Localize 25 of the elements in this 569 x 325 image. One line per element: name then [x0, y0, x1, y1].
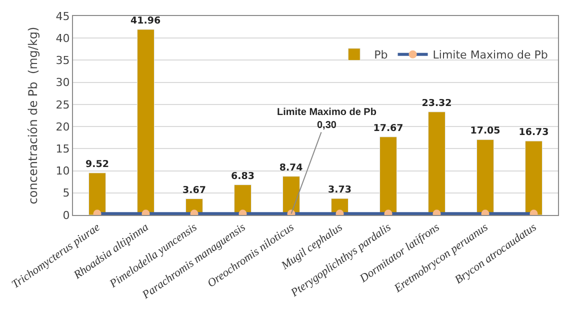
y-tick-label: 20	[56, 120, 70, 134]
y-axis-title: concentración de Pb (mg/kg)	[26, 26, 40, 204]
y-tick-label: 10	[56, 164, 70, 178]
data-label: 23.32	[422, 98, 452, 109]
bar	[88, 172, 106, 215]
data-label: 16.73	[518, 127, 549, 138]
y-tick-label: 0	[62, 208, 70, 222]
data-label: 8.74	[279, 162, 304, 174]
legend-label: Pb	[374, 48, 388, 62]
data-label: 3.73	[328, 184, 352, 196]
data-label: 3.67	[182, 184, 206, 196]
y-tick-label: 5	[62, 186, 70, 200]
y-tick-label: 35	[56, 54, 70, 68]
data-label: 6.83	[231, 170, 254, 182]
data-label: 41.96	[130, 15, 161, 26]
y-tick-label: 25	[56, 98, 70, 112]
data-label: 9.52	[86, 158, 109, 170]
y-tick-label: 15	[56, 142, 70, 156]
y-tick-label: 40	[56, 32, 70, 45]
bar	[525, 140, 542, 215]
y-tick-label: 45	[56, 10, 70, 23]
legend-label: Limite Maximo de Pb	[432, 48, 548, 62]
data-label: 17.05	[470, 126, 500, 137]
y-tick-label: 30	[56, 76, 70, 90]
data-label: 17.67	[373, 122, 404, 134]
